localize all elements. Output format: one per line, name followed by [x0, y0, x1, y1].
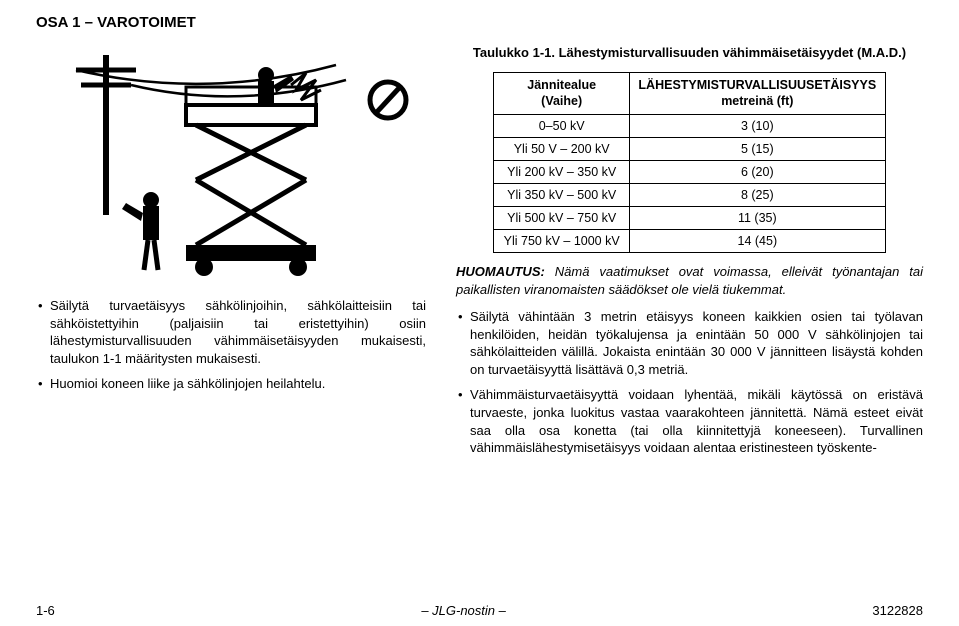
- bullet-item: • Huomioi koneen liike ja sähkölinjojen …: [36, 375, 426, 393]
- cell-range: Yli 50 V – 200 kV: [494, 138, 630, 161]
- table-row: Yli 50 V – 200 kV5 (15): [494, 138, 885, 161]
- bullet-text: Vähimmäisturvaetäisyyttä voidaan lyhentä…: [470, 386, 923, 456]
- content-columns: • Säilytä turvaetäisyys sähkölinjoihin, …: [36, 45, 923, 465]
- bullet-text: Säilytä turvaetäisyys sähkölinjoihin, sä…: [50, 297, 426, 367]
- left-bullets: • Säilytä turvaetäisyys sähkölinjoihin, …: [36, 297, 426, 393]
- table-row: Yli 500 kV – 750 kV11 (35): [494, 207, 885, 230]
- table-header-row: Jännitealue (Vaihe) LÄHESTYMISTURVALLISU…: [494, 72, 885, 114]
- right-bullets: • Säilytä vähintään 3 metrin etäisyys ko…: [456, 308, 923, 456]
- footer-center: – JLG-nostin –: [421, 603, 506, 618]
- left-column: • Säilytä turvaetäisyys sähkölinjoihin, …: [36, 45, 426, 465]
- safety-distance-table: Jännitealue (Vaihe) LÄHESTYMISTURVALLISU…: [493, 72, 885, 253]
- page-footer: 1-6 – JLG-nostin – 3122828: [36, 603, 923, 618]
- section-header: OSA 1 – VAROTOIMET: [36, 14, 923, 31]
- cell-range: Yli 500 kV – 750 kV: [494, 207, 630, 230]
- cell-dist: 8 (25): [629, 184, 885, 207]
- scissor-lift-warning-illustration: [36, 45, 426, 285]
- footer-doc-number: 3122828: [872, 603, 923, 618]
- bullet-item: • Vähimmäisturvaetäisyyttä voidaan lyhen…: [456, 386, 923, 456]
- bullet-item: • Säilytä vähintään 3 metrin etäisyys ko…: [456, 308, 923, 378]
- cell-dist: 3 (10): [629, 115, 885, 138]
- bullet-dot: •: [456, 386, 470, 456]
- table-row: 0–50 kV3 (10): [494, 115, 885, 138]
- cell-range: Yli 750 kV – 1000 kV: [494, 230, 630, 253]
- cell-range: Yli 350 kV – 500 kV: [494, 184, 630, 207]
- cell-dist: 14 (45): [629, 230, 885, 253]
- bullet-text: Säilytä vähintään 3 metrin etäisyys kone…: [470, 308, 923, 378]
- cell-dist: 5 (15): [629, 138, 885, 161]
- table-row: Yli 350 kV – 500 kV8 (25): [494, 184, 885, 207]
- cell-range: Yli 200 kV – 350 kV: [494, 161, 630, 184]
- note-block: HUOMAUTUS: Nämä vaatimukset ovat voimass…: [456, 263, 923, 298]
- table-header-distance: LÄHESTYMISTURVALLISUUSETÄISYYS metreinä …: [629, 72, 885, 114]
- table-header-voltage: Jännitealue (Vaihe): [494, 72, 630, 114]
- right-column: Taulukko 1-1. Lähestymisturvallisuuden v…: [456, 45, 923, 465]
- bullet-text: Huomioi koneen liike ja sähkölinjojen he…: [50, 375, 325, 393]
- warning-illustration-svg: [36, 45, 426, 285]
- note-label: HUOMAUTUS:: [456, 264, 545, 279]
- bullet-item: • Säilytä turvaetäisyys sähkölinjoihin, …: [36, 297, 426, 367]
- footer-page-number: 1-6: [36, 603, 55, 618]
- table-row: Yli 200 kV – 350 kV6 (20): [494, 161, 885, 184]
- cell-dist: 6 (20): [629, 161, 885, 184]
- cell-range: 0–50 kV: [494, 115, 630, 138]
- bullet-dot: •: [36, 297, 50, 367]
- table-row: Yli 750 kV – 1000 kV14 (45): [494, 230, 885, 253]
- table-title: Taulukko 1-1. Lähestymisturvallisuuden v…: [456, 45, 923, 62]
- cell-dist: 11 (35): [629, 207, 885, 230]
- bullet-dot: •: [456, 308, 470, 378]
- bullet-dot: •: [36, 375, 50, 393]
